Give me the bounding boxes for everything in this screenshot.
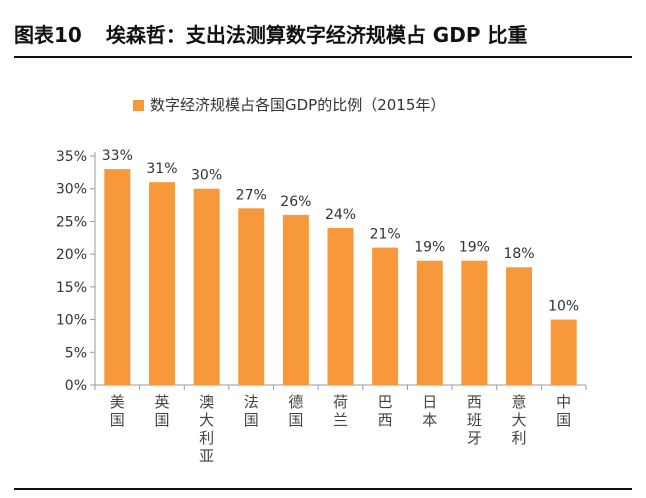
figure-number: 图表10 xyxy=(14,23,82,47)
category-label: 荷兰 xyxy=(333,393,348,429)
bar xyxy=(372,247,399,385)
category-label: 中国 xyxy=(556,393,571,429)
figure-title: 埃森哲：支出法测算数字经济规模占 GDP 比重 xyxy=(105,23,528,47)
data-label: 24% xyxy=(325,207,356,223)
figure-header: 图表10 埃森哲：支出法测算数字经济规模占 GDP 比重 xyxy=(14,18,632,52)
data-label: 10% xyxy=(548,299,579,315)
legend-label: 数字经济规模占各国GDP的比例（2015年） xyxy=(150,96,445,114)
category-label: 德国 xyxy=(288,393,303,429)
bar xyxy=(104,169,131,385)
y-tick-label: 0% xyxy=(65,378,87,394)
bar xyxy=(416,260,443,385)
bar xyxy=(550,319,577,385)
data-label: 33% xyxy=(102,148,133,164)
y-tick-label: 30% xyxy=(56,182,87,198)
y-tick-label: 15% xyxy=(56,280,87,296)
category-label: 法国 xyxy=(244,393,259,429)
data-label: 21% xyxy=(370,227,401,243)
category-label: 日本 xyxy=(422,393,437,429)
bar xyxy=(461,260,488,385)
y-tick-label: 10% xyxy=(56,313,87,329)
category-label: 意大利 xyxy=(512,393,527,447)
category-label: 英国 xyxy=(154,393,169,429)
bar xyxy=(506,267,533,385)
data-label: 31% xyxy=(146,161,177,177)
data-label: 19% xyxy=(414,240,445,256)
data-label: 30% xyxy=(191,168,222,184)
bar xyxy=(238,208,265,385)
data-label: 19% xyxy=(459,240,490,256)
y-tick-label: 20% xyxy=(56,247,87,263)
category-label: 巴西 xyxy=(378,393,393,429)
bar xyxy=(327,227,354,385)
bar xyxy=(148,182,175,385)
y-tick-label: 5% xyxy=(65,345,87,361)
data-label: 27% xyxy=(236,187,267,203)
bar xyxy=(193,188,220,385)
y-tick-label: 35% xyxy=(56,149,87,165)
y-tick-label: 25% xyxy=(56,214,87,230)
footer-rule xyxy=(14,488,632,490)
legend-swatch xyxy=(133,100,144,111)
bar xyxy=(282,214,309,385)
header-rule xyxy=(14,56,632,58)
category-label: 西班牙 xyxy=(467,393,482,447)
data-label: 18% xyxy=(503,246,534,262)
data-label: 26% xyxy=(280,194,311,210)
category-label: 澳大利亚 xyxy=(199,393,214,465)
category-label: 美国 xyxy=(110,393,125,429)
